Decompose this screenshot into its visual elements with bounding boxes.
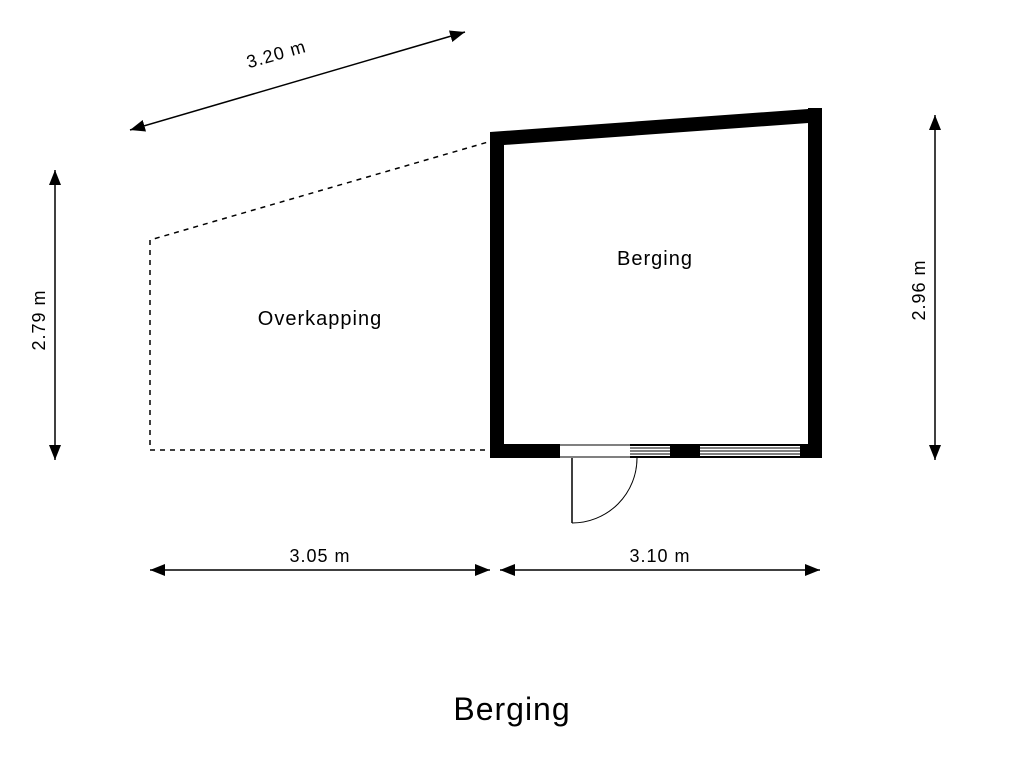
berging-region: Berging bbox=[490, 108, 822, 458]
berging-label: Berging bbox=[617, 248, 693, 270]
dim-top-diagonal: 3.20 m bbox=[244, 36, 308, 72]
dim-bottom-left: 3.05 m bbox=[289, 546, 350, 566]
page-title: Berging bbox=[453, 691, 570, 727]
dim-left: 2.79 m bbox=[29, 289, 49, 350]
door-swing bbox=[572, 458, 637, 523]
dim-bottom-right: 3.10 m bbox=[629, 546, 690, 566]
dim-right: 2.96 m bbox=[909, 259, 929, 320]
floorplan-canvas: Overkapping Berging bbox=[0, 0, 1024, 768]
overkapping-label: Overkapping bbox=[258, 308, 382, 330]
overkapping-region: Overkapping bbox=[150, 140, 495, 450]
